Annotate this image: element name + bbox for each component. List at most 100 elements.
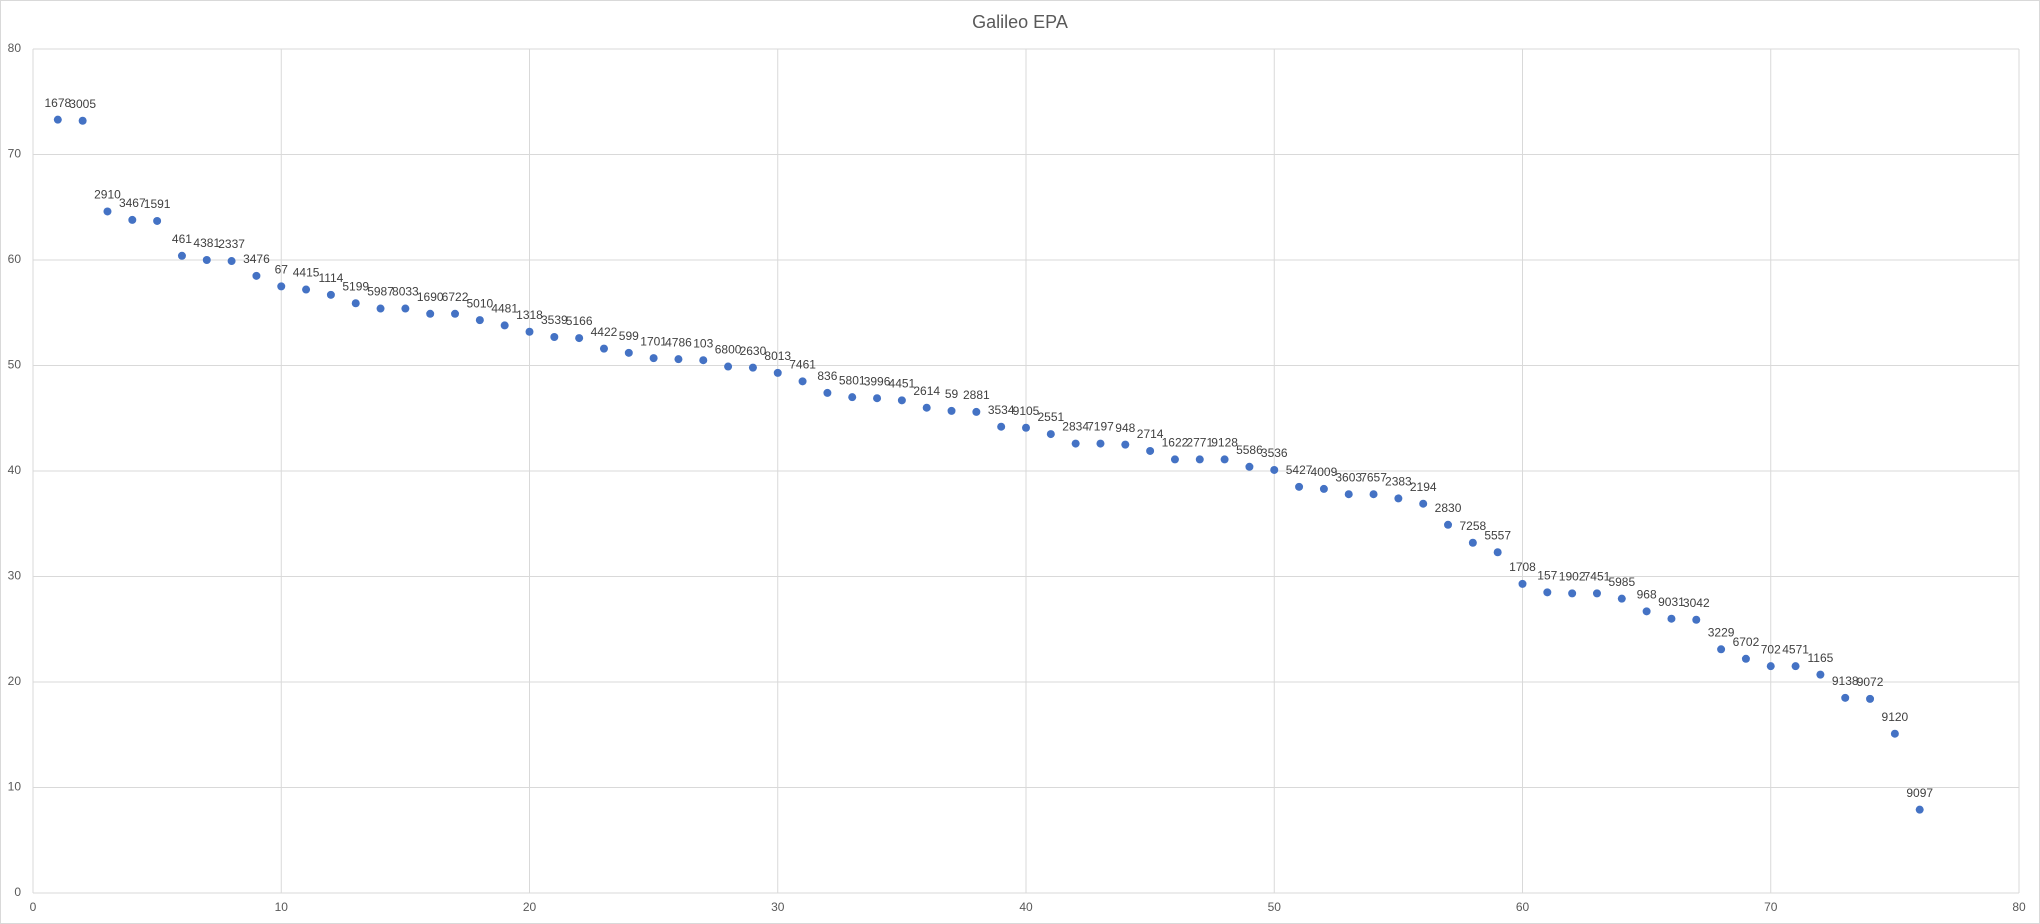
point — [1220, 455, 1229, 464]
point-label: 6702 — [1733, 635, 1760, 649]
point — [1121, 440, 1130, 449]
point — [227, 257, 236, 266]
point — [1791, 662, 1800, 671]
point — [848, 393, 857, 402]
point — [177, 251, 186, 260]
point — [1096, 439, 1105, 448]
point-label: 2714 — [1137, 427, 1164, 441]
point — [575, 334, 584, 343]
point-label: 1708 — [1509, 560, 1536, 574]
point — [1369, 490, 1378, 499]
point — [1890, 729, 1899, 738]
point-label: 5166 — [566, 314, 593, 328]
x-tick-label: 20 — [523, 900, 537, 914]
point-label: 6722 — [442, 290, 469, 304]
point-label: 9138 — [1832, 674, 1859, 688]
point-label: 1678 — [44, 96, 71, 110]
point — [1617, 594, 1626, 603]
point — [1692, 615, 1701, 624]
point — [1022, 423, 1030, 432]
point — [1493, 548, 1502, 557]
point — [873, 394, 882, 403]
point-label: 103 — [693, 336, 713, 350]
point-label: 1622 — [1162, 436, 1189, 450]
point — [624, 348, 633, 357]
point-label: 1690 — [417, 290, 444, 304]
point-label: 5010 — [466, 296, 493, 310]
point — [302, 285, 311, 294]
point — [1841, 693, 1850, 702]
point — [748, 363, 757, 372]
point — [1518, 579, 1527, 588]
point — [972, 407, 981, 416]
point-label: 5586 — [1236, 443, 1263, 457]
point-label: 9128 — [1211, 436, 1238, 450]
point — [1419, 499, 1428, 508]
point — [78, 116, 87, 125]
point-label: 968 — [1637, 587, 1657, 601]
point — [550, 333, 559, 342]
point — [500, 321, 509, 330]
point-label: 836 — [817, 369, 837, 383]
point-label: 1114 — [318, 271, 343, 285]
point-label: 702 — [1761, 642, 1781, 656]
point-label: 7258 — [1459, 519, 1486, 533]
point — [525, 327, 534, 336]
point-label: 9120 — [1882, 710, 1909, 724]
y-tick-label: 40 — [8, 463, 22, 477]
point — [103, 207, 112, 216]
point — [1766, 662, 1775, 671]
point — [1046, 430, 1055, 439]
point-label: 1165 — [1807, 651, 1833, 665]
point — [128, 215, 137, 224]
point — [202, 256, 211, 264]
point — [997, 422, 1006, 431]
point — [1592, 589, 1601, 598]
point — [376, 304, 385, 313]
point-label: 5427 — [1286, 463, 1313, 477]
point — [1915, 805, 1924, 814]
x-tick-label: 50 — [1268, 900, 1282, 914]
point-label: 5801 — [839, 373, 866, 387]
point-label: 3996 — [864, 374, 891, 388]
point — [1468, 538, 1477, 547]
point — [699, 356, 708, 365]
point — [53, 115, 62, 124]
point-label: 67 — [275, 263, 289, 277]
x-tick-label: 40 — [1019, 900, 1033, 914]
point — [823, 388, 832, 397]
point — [897, 396, 906, 405]
point — [1568, 589, 1577, 598]
point — [1344, 490, 1353, 499]
point-label: 8013 — [764, 349, 791, 363]
point — [351, 299, 360, 308]
y-tick-label: 10 — [8, 780, 22, 794]
y-tick-label: 80 — [8, 41, 22, 55]
point-label: 5987 — [367, 285, 394, 299]
point — [1245, 462, 1254, 471]
point-label: 6800 — [715, 343, 742, 357]
point-label: 4786 — [665, 335, 692, 349]
point — [1667, 614, 1676, 623]
point — [277, 282, 286, 291]
point-label: 599 — [619, 329, 639, 343]
x-tick-label: 10 — [275, 900, 289, 914]
point — [1170, 455, 1179, 464]
point-label: 8033 — [392, 285, 419, 299]
point-label: 2614 — [913, 384, 940, 398]
point — [1741, 654, 1750, 663]
point — [1444, 520, 1453, 529]
point-label: 9031 — [1658, 595, 1685, 609]
point-label: 948 — [1115, 421, 1135, 435]
y-tick-label: 20 — [8, 674, 22, 688]
point-label: 2881 — [963, 388, 990, 402]
point — [922, 403, 931, 412]
point — [773, 368, 782, 377]
point-label: 4571 — [1782, 642, 1809, 656]
point-label: 2910 — [94, 188, 121, 202]
point — [153, 216, 162, 225]
point-label: 1318 — [516, 308, 543, 322]
point-label: 1591 — [144, 197, 171, 211]
y-tick-label: 50 — [8, 358, 22, 372]
x-tick-label: 60 — [1516, 900, 1530, 914]
